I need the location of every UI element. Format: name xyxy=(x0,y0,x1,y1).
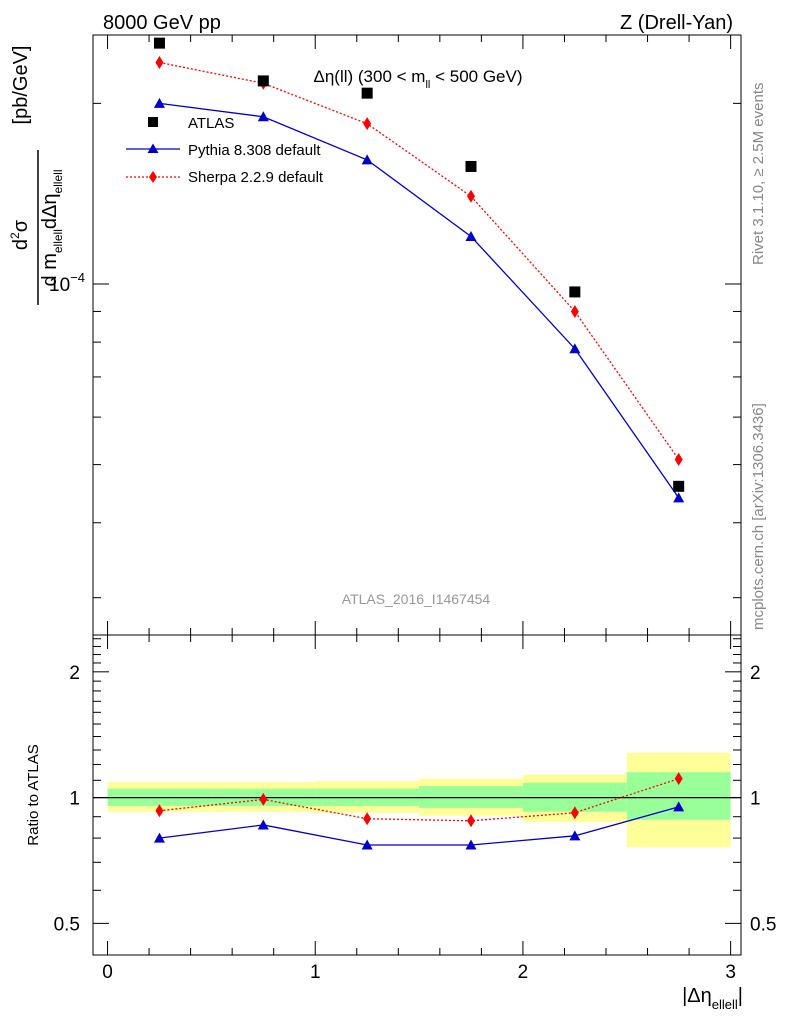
main-panel-axes: 10−4 xyxy=(49,35,741,635)
header-right: Z (Drell-Yan) xyxy=(620,12,733,34)
ratio-point-s1-5 xyxy=(674,772,683,786)
analysis-watermark: ATLAS_2016_I1467454 xyxy=(342,591,491,607)
ratio-point-s1-1 xyxy=(259,792,268,806)
x-tick-label: 3 xyxy=(725,962,736,983)
ratio-point-s0-3 xyxy=(465,839,477,850)
svg-text:d mellelldΔηellell: d mellelldΔηellell xyxy=(39,170,65,287)
main-y-tick-label: 10−4 xyxy=(49,270,85,296)
main-point-s2-4 xyxy=(570,304,579,318)
main-ylabel: d2σ d mellelldΔηellell [pb/GeV] xyxy=(8,46,65,305)
main-point-s2-0 xyxy=(155,55,164,69)
ratio-point-s0-2 xyxy=(361,839,373,850)
main-point-s0-0 xyxy=(153,37,165,49)
ratio-point-s0-1 xyxy=(257,819,269,830)
main-point-s1-0 xyxy=(153,97,165,108)
header-left: 8000 GeV pp xyxy=(103,12,221,34)
main-point-s1-4 xyxy=(569,343,581,354)
main-point-s2-3 xyxy=(467,189,475,203)
legend: ATLAS Pythia 8.308 default Sherpa 2.2.9 … xyxy=(126,115,324,186)
ratio-series-line-1 xyxy=(159,778,679,822)
main-point-s1-5 xyxy=(673,492,685,503)
main-point-s1-1 xyxy=(257,111,269,122)
legend-sherpa: Sherpa 2.2.9 default xyxy=(126,169,324,186)
ratio-point-s1-3 xyxy=(467,814,475,828)
ratio-panel-axes: 0 1 2 3 0.5 0.5 1 1 2 2 xyxy=(54,635,776,983)
legend-atlas: ATLAS xyxy=(148,115,234,132)
main-point-s1-3 xyxy=(465,230,477,241)
ratio-y-tick-label: 2 xyxy=(69,663,80,684)
ratio-y-tick-label-right: 2 xyxy=(750,663,761,684)
main-series-line-1 xyxy=(159,102,680,499)
ratio-bands xyxy=(93,752,741,848)
main-title: Δη(ll) (300 < mll < 500 GeV) xyxy=(313,67,522,91)
ratio-panel-frame xyxy=(92,634,742,956)
svg-text:d2σ: d2σ xyxy=(8,219,32,250)
legend-atlas-label: ATLAS xyxy=(188,115,234,132)
ratio-point-s1-2 xyxy=(363,812,372,826)
ratio-ylabel: Ratio to ATLAS xyxy=(25,744,42,845)
ratio-series-line-0 xyxy=(159,806,679,846)
legend-atlas-marker xyxy=(148,117,158,127)
main-point-s1-2 xyxy=(361,154,373,165)
ratio-y-tick-label-right: 0.5 xyxy=(750,914,776,935)
ratio-point-s0-4 xyxy=(569,830,581,841)
main-series-line-2 xyxy=(159,61,680,460)
legend-sherpa-label: Sherpa 2.2.9 default xyxy=(188,169,324,186)
rivet-version-text: Rivet 3.1.10, ≥ 2.5M events xyxy=(750,83,767,266)
ratio-y-tick-label: 1 xyxy=(69,789,80,810)
main-point-s2-2 xyxy=(363,117,372,131)
ratio-point-s0-0 xyxy=(153,832,165,843)
ratio-point-s0-5 xyxy=(673,801,685,812)
legend-pythia-marker xyxy=(147,143,159,153)
legend-sherpa-marker xyxy=(149,171,157,183)
main-panel-data xyxy=(153,37,685,503)
ratio-panel-data xyxy=(153,772,685,850)
svg-text:[pb/GeV]: [pb/GeV] xyxy=(10,46,32,125)
main-point-s0-3 xyxy=(465,160,477,172)
main-point-s0-4 xyxy=(569,286,581,298)
main-point-s0-2 xyxy=(361,87,373,99)
ratio-y-tick-label-right: 1 xyxy=(750,789,761,810)
main-point-s2-5 xyxy=(674,452,683,466)
legend-pythia-label: Pythia 8.308 default xyxy=(188,142,321,159)
ratio-point-s1-4 xyxy=(570,806,579,820)
x-axis-label: |Δηellell| xyxy=(682,985,743,1012)
x-tick-label: 1 xyxy=(310,962,321,983)
main-point-s0-1 xyxy=(257,75,269,87)
ratio-y-tick-label: 0.5 xyxy=(54,914,80,935)
x-tick-label: 0 xyxy=(102,962,113,983)
legend-pythia: Pythia 8.308 default xyxy=(126,142,321,159)
ratio-point-s1-0 xyxy=(155,804,164,818)
x-tick-label: 2 xyxy=(518,962,529,983)
main-point-s0-5 xyxy=(673,480,685,492)
mcplots-text: mcplots.cern.ch [arXiv:1306.3436] xyxy=(750,403,767,630)
